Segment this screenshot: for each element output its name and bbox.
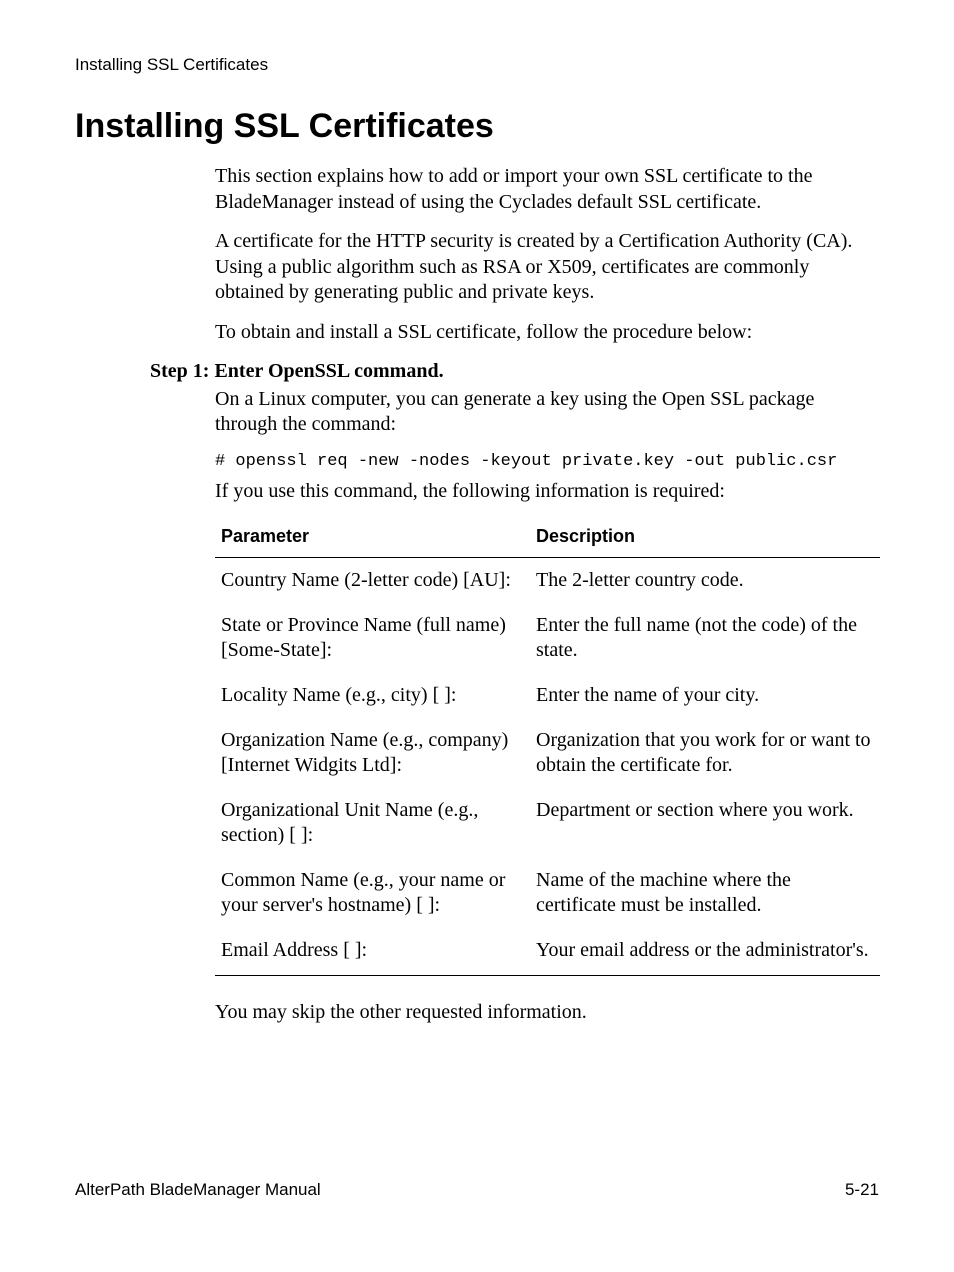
step-1-code: # openssl req -new -nodes -keyout privat… xyxy=(215,452,879,471)
table-cell-desc: Department or section where you work. xyxy=(530,788,880,858)
table-row: Email Address [ ]: Your email address or… xyxy=(215,928,880,976)
table-cell-desc: Enter the full name (not the code) of th… xyxy=(530,603,880,673)
footer-left: AlterPath BladeManager Manual xyxy=(75,1180,321,1200)
table-row: Organizational Unit Name (e.g., section)… xyxy=(215,788,880,858)
footer-right: 5-21 xyxy=(845,1180,879,1200)
table-row: Common Name (e.g., your name or your ser… xyxy=(215,858,880,928)
table-row: Locality Name (e.g., city) [ ]: Enter th… xyxy=(215,673,880,718)
table-cell-param: Email Address [ ]: xyxy=(215,928,530,976)
table-cell-desc: Organization that you work for or want t… xyxy=(530,718,880,788)
intro-paragraph-3: To obtain and install a SSL certificate,… xyxy=(215,320,879,346)
table-header-description: Description xyxy=(530,520,880,558)
step-1-paragraph-1: On a Linux computer, you can generate a … xyxy=(215,387,879,438)
intro-paragraph-2: A certificate for the HTTP security is c… xyxy=(215,229,879,306)
table-cell-desc: Enter the name of your city. xyxy=(530,673,880,718)
table-cell-param: Organizational Unit Name (e.g., section)… xyxy=(215,788,530,858)
step-1-heading: Step 1: Enter OpenSSL command. xyxy=(150,360,879,383)
intro-block: This section explains how to add or impo… xyxy=(215,164,879,346)
table-row: Organization Name (e.g., company) [Inter… xyxy=(215,718,880,788)
table-cell-desc: Your email address or the administrator'… xyxy=(530,928,880,976)
table-row: State or Province Name (full name) [Some… xyxy=(215,603,880,673)
after-table-paragraph: You may skip the other requested informa… xyxy=(215,1000,879,1026)
table-header-parameter: Parameter xyxy=(215,520,530,558)
table-header-row: Parameter Description xyxy=(215,520,880,558)
table-cell-param: Organization Name (e.g., company) [Inter… xyxy=(215,718,530,788)
running-header: Installing SSL Certificates xyxy=(75,55,879,75)
table-cell-desc: Name of the machine where the certificat… xyxy=(530,858,880,928)
step-1-paragraph-2: If you use this command, the following i… xyxy=(215,479,879,505)
parameter-table: Parameter Description Country Name (2-le… xyxy=(215,520,880,976)
table-cell-param: Locality Name (e.g., city) [ ]: xyxy=(215,673,530,718)
page-footer: AlterPath BladeManager Manual 5-21 xyxy=(75,1180,879,1200)
page-title: Installing SSL Certificates xyxy=(75,107,879,146)
step-1-label: Step 1: Enter OpenSSL command. xyxy=(150,360,444,382)
table-row: Country Name (2-letter code) [AU]: The 2… xyxy=(215,558,880,604)
table-cell-param: Country Name (2-letter code) [AU]: xyxy=(215,558,530,604)
table-cell-param: Common Name (e.g., your name or your ser… xyxy=(215,858,530,928)
intro-paragraph-1: This section explains how to add or impo… xyxy=(215,164,879,215)
page: Installing SSL Certificates Installing S… xyxy=(0,0,954,1272)
table-cell-param: State or Province Name (full name) [Some… xyxy=(215,603,530,673)
step-1-body: On a Linux computer, you can generate a … xyxy=(215,387,879,1026)
table-cell-desc: The 2-letter country code. xyxy=(530,558,880,604)
